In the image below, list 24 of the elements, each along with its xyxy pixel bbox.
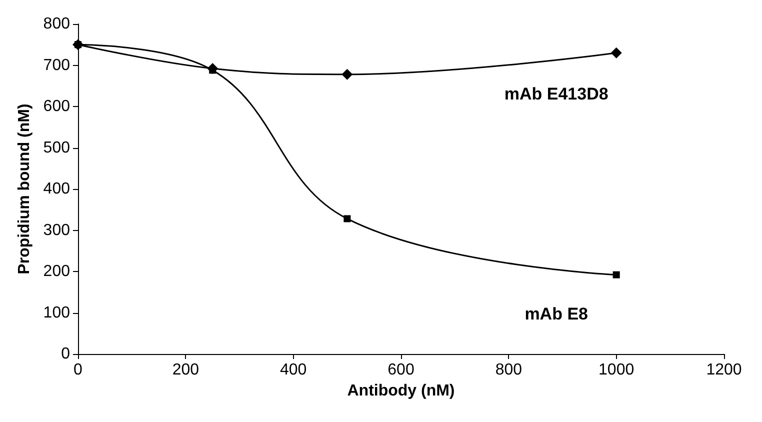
point [610, 47, 622, 58]
y-tick-label: 800 [43, 16, 70, 32]
y-tick-label: 600 [43, 98, 70, 115]
y-tick-label: 100 [43, 304, 70, 322]
y-axis-title: Propidium bound (nM) [16, 104, 33, 274]
point [342, 68, 353, 80]
point [344, 215, 351, 222]
y-tick-label: 200 [43, 263, 70, 280]
y-tick-label: 500 [43, 139, 70, 156]
x-tick-label: 400 [280, 362, 307, 378]
point [612, 271, 620, 278]
y-tick-label: 400 [43, 180, 70, 198]
y-tick-label: 0 [61, 346, 70, 362]
x-tick-label: 1200 [706, 362, 742, 378]
x-tick-label: 200 [172, 362, 200, 378]
x-tick-label: 600 [388, 362, 414, 378]
x-tick-label: 1000 [598, 362, 634, 378]
series-label: mAb E413D8 [504, 84, 608, 104]
x-tick-label: 800 [495, 362, 522, 378]
y-tick-label: 300 [43, 222, 70, 239]
x-tick-label: 0 [74, 362, 83, 378]
series-label: mAb E8 [524, 304, 588, 324]
x-axis-title: Antibody (nM) [347, 382, 455, 400]
y-tick-label: 700 [43, 56, 70, 74]
